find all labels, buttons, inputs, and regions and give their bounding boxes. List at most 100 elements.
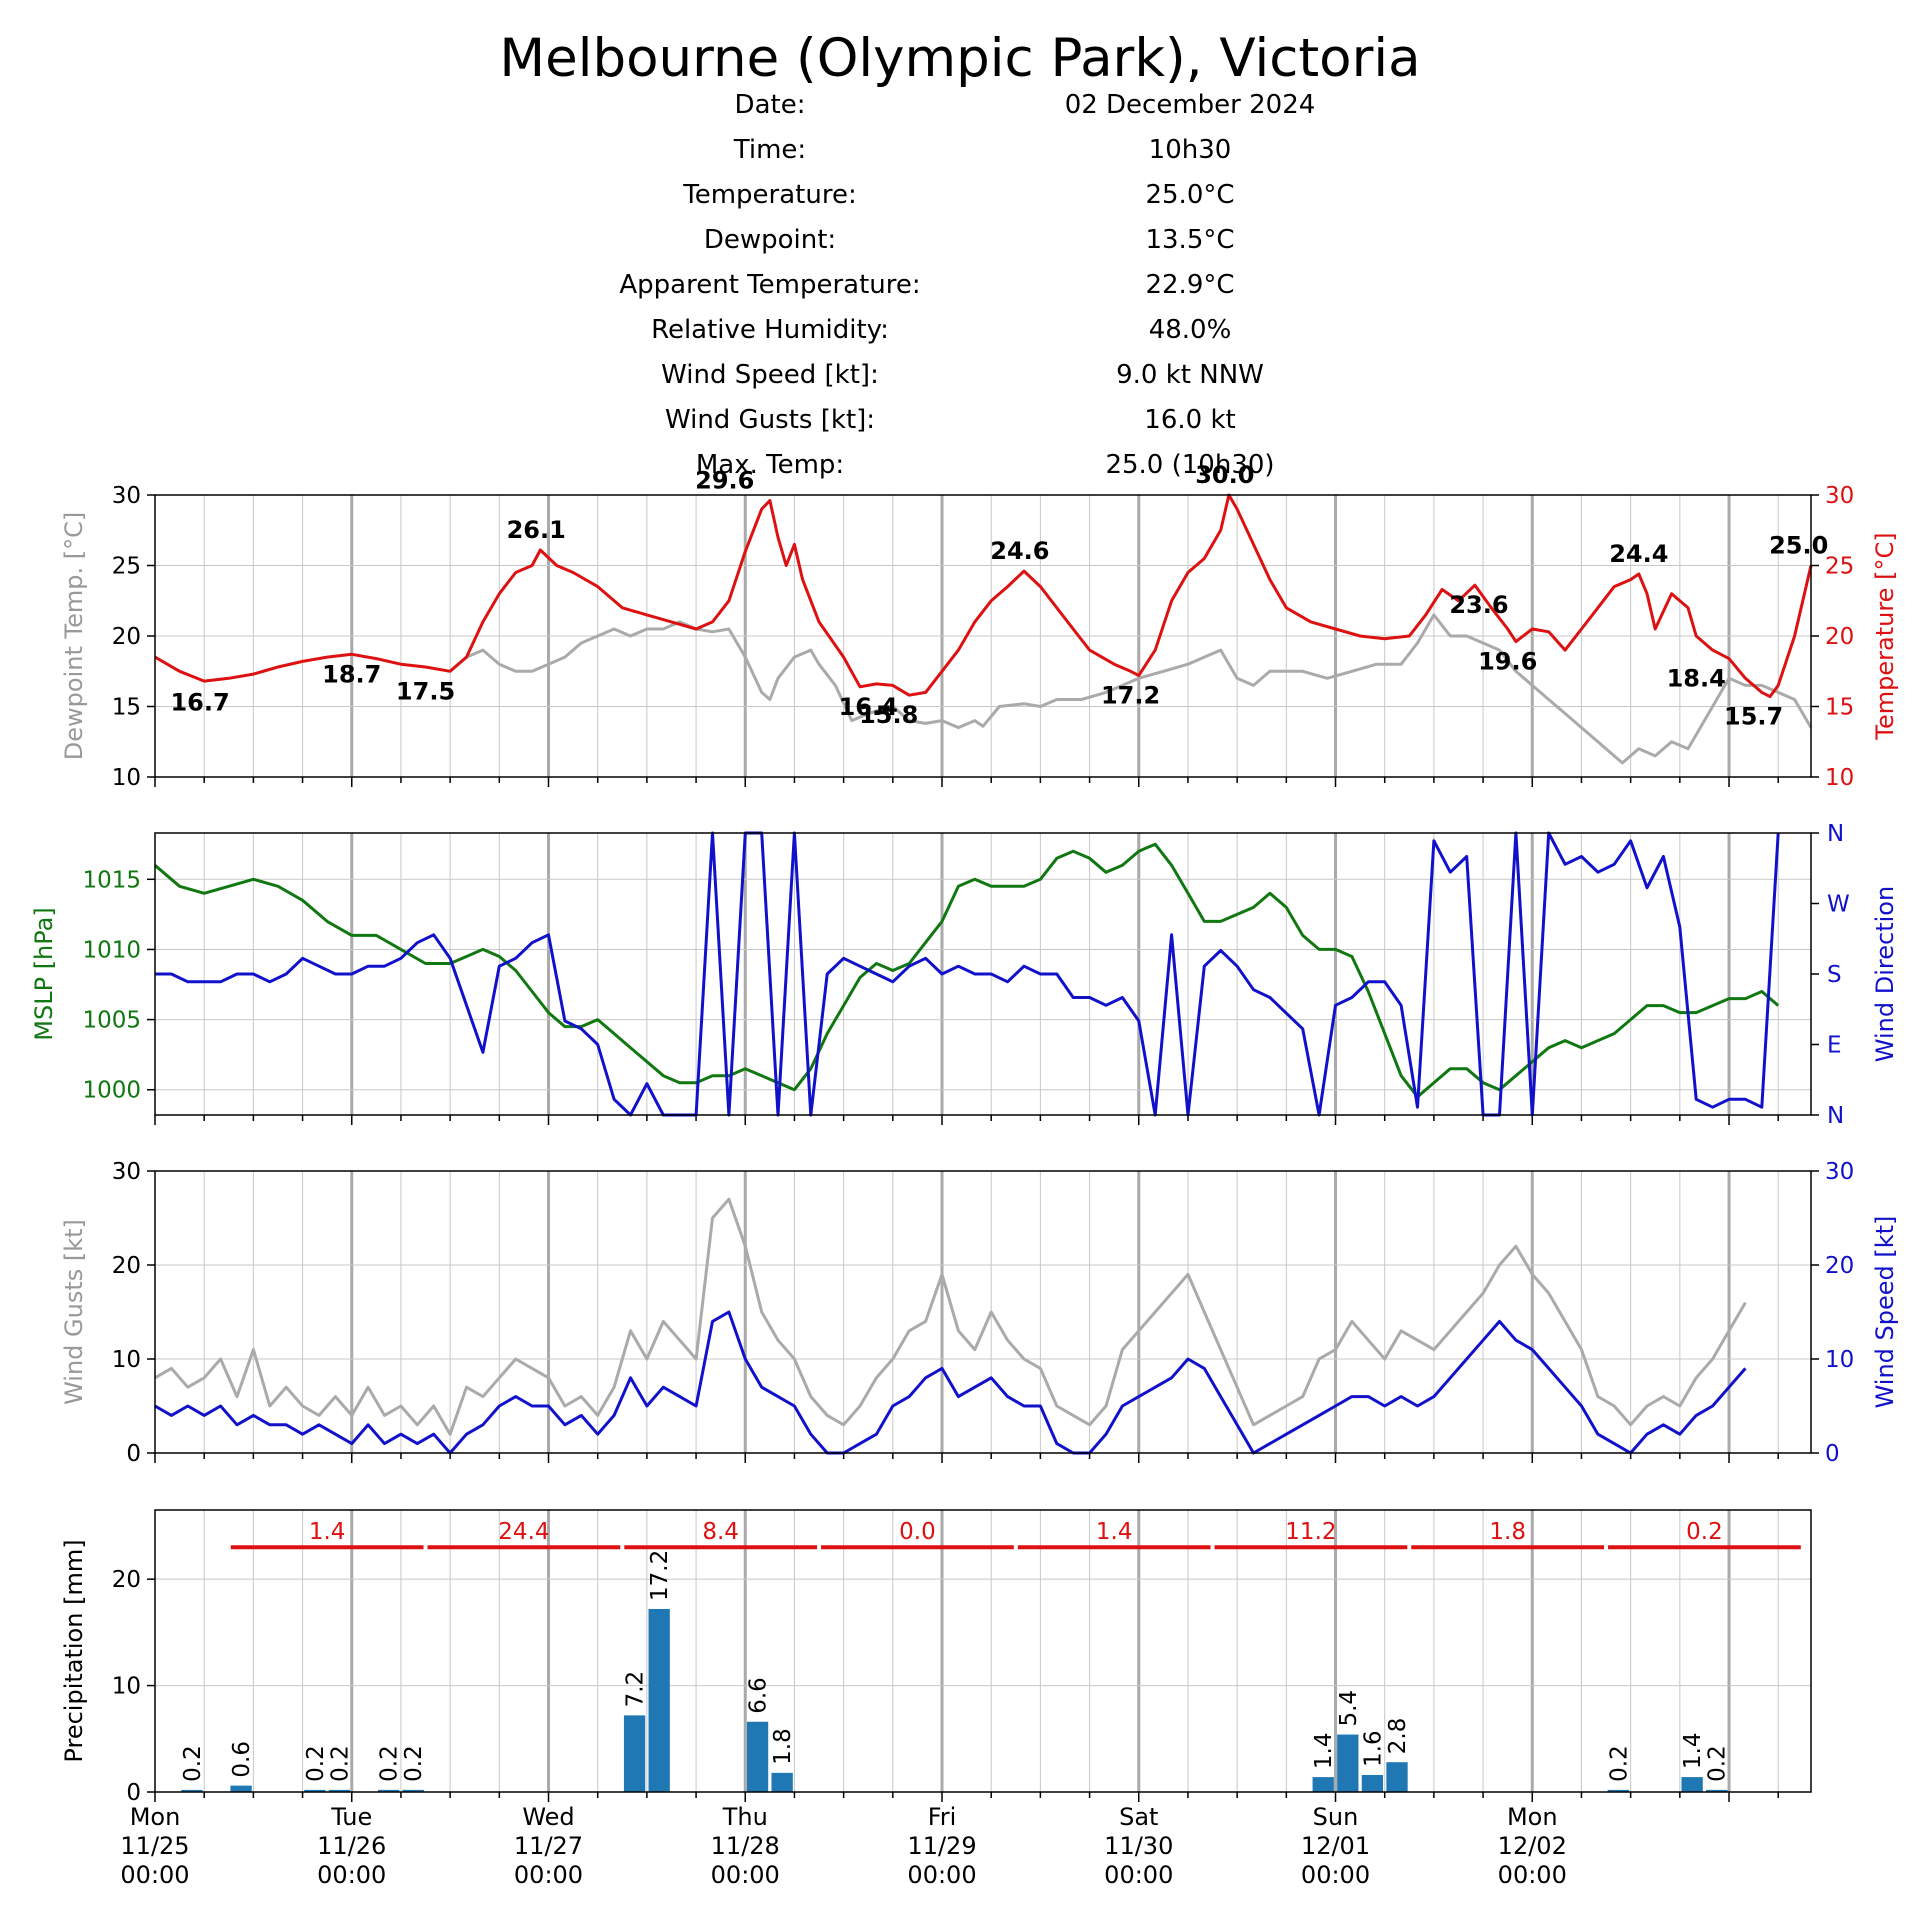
precip-bar	[230, 1785, 252, 1792]
info-row: Relative Humidity: 48.0%	[0, 315, 1920, 355]
y-tick-label-right: 30	[1825, 483, 1854, 509]
info-label: Date:	[734, 90, 806, 120]
y-tick-label-left: 1015	[82, 867, 141, 893]
info-row: Dewpoint: 13.5°C	[0, 225, 1920, 265]
x-tick-time: 00:00	[1104, 1861, 1173, 1889]
temperature-extreme-label: 16.4	[839, 693, 898, 721]
temperature-extreme-label: 16.7	[170, 689, 229, 717]
precip-bar-label: 0.2	[401, 1745, 427, 1782]
x-tick-time: 00:00	[711, 1861, 780, 1889]
precip-bar	[623, 1715, 646, 1792]
direction-tick-label: N	[1827, 1103, 1844, 1129]
y-tick-label-left: 10	[112, 1347, 141, 1373]
precip-bar	[304, 1789, 326, 1792]
y-tick-label-left: 30	[112, 1159, 141, 1185]
y-tick-label-left: 1000	[82, 1078, 141, 1104]
y-tick-label-right: 20	[1825, 1253, 1854, 1279]
precip-bar-label: 17.2	[647, 1550, 673, 1601]
info-label: Max. Temp:	[695, 450, 845, 480]
x-tick-date: 11/30	[1104, 1832, 1173, 1860]
precip-bar	[746, 1721, 769, 1792]
y-axis-label-wind-speed: Wind Speed [kt]	[1871, 1216, 1899, 1409]
panel-frame	[154, 1509, 1812, 1793]
precip-bar	[377, 1789, 400, 1792]
temperature-extreme-label: 24.4	[1609, 540, 1668, 568]
info-label: Wind Speed [kt]:	[661, 360, 879, 390]
temperature-line	[154, 493, 1813, 699]
precip-bar	[328, 1789, 351, 1792]
info-label: Apparent Temperature:	[619, 270, 921, 300]
precip-bar-label: 0.2	[303, 1745, 329, 1782]
temperature-extreme-label: 29.6	[695, 467, 754, 495]
y-tick-label-left: 20	[112, 1253, 141, 1279]
precip-bar-label: 0.2	[377, 1745, 403, 1782]
x-tick-time: 00:00	[120, 1861, 189, 1889]
precip-bar-label: 2.8	[1385, 1718, 1411, 1755]
info-value: 16.0 kt	[1144, 405, 1236, 435]
y-tick-label-right: 10	[1825, 1347, 1854, 1373]
info-row: Time: 10h30	[0, 135, 1920, 175]
precip-bar	[181, 1789, 203, 1792]
daily-total-label: 0.2	[1686, 1519, 1723, 1545]
info-value: 13.5°C	[1145, 225, 1235, 255]
x-tick-date: 11/27	[514, 1832, 583, 1860]
daily-total-label: 1.4	[1096, 1519, 1133, 1545]
x-tick-day: Thu	[722, 1803, 768, 1831]
daily-total-label: 0.0	[899, 1519, 936, 1545]
y-tick-label-left: 10	[112, 1674, 141, 1700]
x-tick-time: 00:00	[907, 1861, 976, 1889]
y-axis-label-wind-gusts: Wind Gusts [kt]	[60, 1219, 88, 1405]
y-tick-label-right: 10	[1825, 765, 1854, 791]
y-tick-label-left: 0	[126, 1441, 141, 1467]
direction-tick-label: W	[1827, 892, 1850, 918]
temperature-extreme-label: 30.0	[1195, 461, 1254, 489]
x-tick-date: 11/25	[120, 1832, 189, 1860]
info-value: 48.0%	[1148, 315, 1232, 345]
y-axis-label-precipitation: Precipitation [mm]	[60, 1539, 88, 1762]
precip-bar-label: 1.4	[1680, 1733, 1706, 1770]
daily-total-label: 11.2	[1285, 1519, 1336, 1545]
temperature-extreme-label: 15.7	[1724, 703, 1783, 731]
x-tick-day: Sun	[1313, 1803, 1359, 1831]
precip-bar	[1312, 1777, 1334, 1792]
precip-bar	[1361, 1774, 1384, 1792]
precip-bar-label: 1.6	[1360, 1730, 1386, 1767]
precip-bar-label: 7.2	[623, 1671, 649, 1708]
y-axis-label-wind-direction: Wind Direction	[1871, 886, 1899, 1062]
temperature-extreme-label: 19.6	[1478, 648, 1537, 676]
direction-tick-label: S	[1827, 962, 1842, 988]
y-tick-label-left: 20	[112, 1567, 141, 1593]
temperature-extreme-label: 17.2	[1101, 681, 1160, 709]
info-row: Wind Gusts [kt]: 16.0 kt	[0, 405, 1920, 445]
y-tick-label-right: 25	[1825, 554, 1854, 580]
precip-bar-label: 6.6	[746, 1677, 772, 1714]
y-tick-label-left: 1005	[82, 1008, 141, 1034]
daily-total-label: 1.8	[1489, 1519, 1526, 1545]
panel-frame	[154, 1170, 1812, 1454]
info-row: Temperature: 25.0°C	[0, 180, 1920, 220]
daily-total-label: 1.4	[309, 1519, 346, 1545]
x-tick-day: Mon	[1507, 1803, 1558, 1831]
precip-bar	[1706, 1789, 1728, 1792]
y-tick-label-left: 0	[126, 1780, 141, 1806]
temperature-extreme-label: 24.6	[990, 537, 1049, 565]
dewpoint-line	[449, 613, 1813, 765]
precip-bar	[1337, 1734, 1359, 1792]
x-tick-date: 11/29	[907, 1832, 976, 1860]
precip-bar-label: 0.6	[229, 1741, 255, 1778]
info-row: Max. Temp: 25.0 (10h30)	[0, 450, 1920, 490]
temperature-extreme-label: 23.6	[1449, 591, 1508, 619]
precip-bar-label: 0.2	[327, 1745, 353, 1782]
info-row: Date: 02 December 2024	[0, 90, 1920, 130]
x-tick-day: Mon	[130, 1803, 181, 1831]
precip-bar	[402, 1789, 424, 1792]
y-tick-label-left: 25	[112, 554, 141, 580]
direction-tick-label: N	[1827, 821, 1844, 847]
x-tick-date: 11/28	[711, 1832, 780, 1860]
info-label: Relative Humidity:	[651, 315, 889, 345]
x-tick-date: 12/02	[1498, 1832, 1567, 1860]
info-value: 9.0 kt NNW	[1116, 360, 1264, 390]
y-tick-label-left: 30	[112, 483, 141, 509]
